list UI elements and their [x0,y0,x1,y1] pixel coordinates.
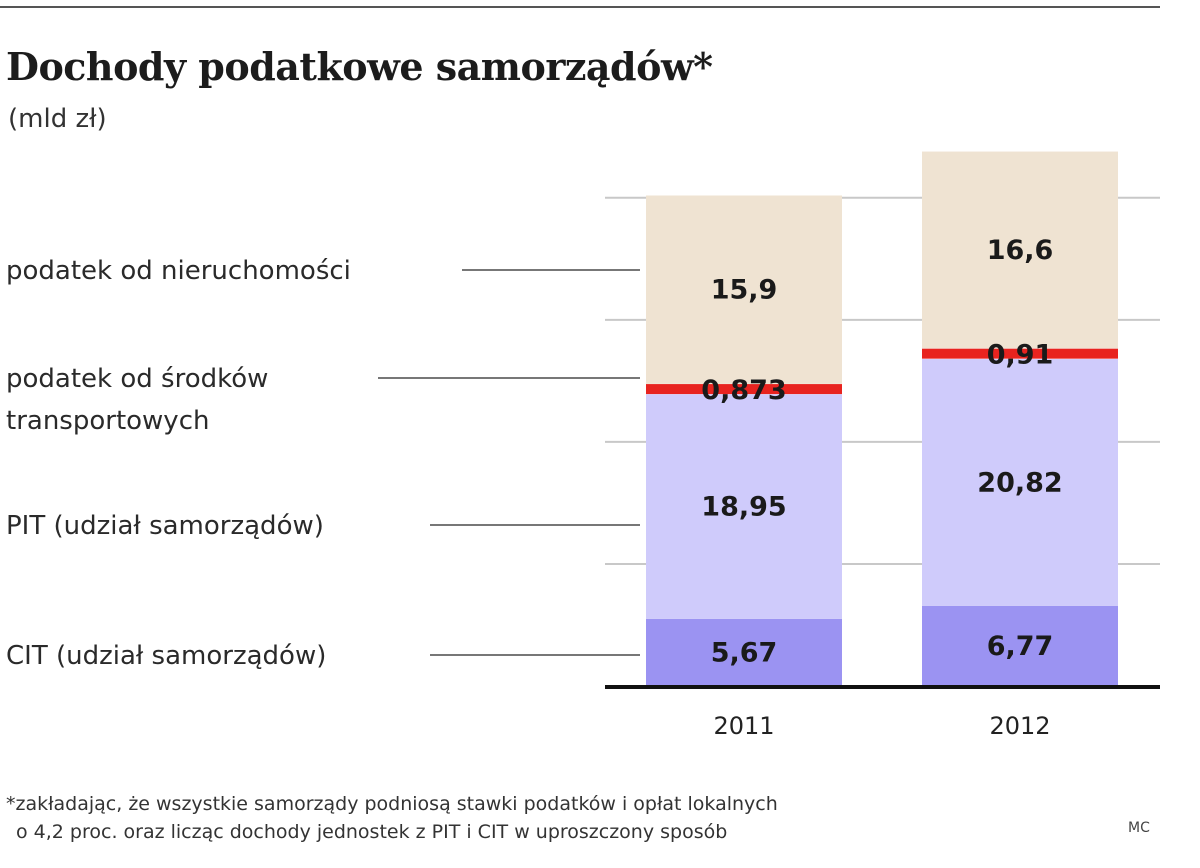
chart-subtitle: (mld zł) [8,104,107,134]
value-label: 18,95 [701,492,786,523]
value-label: 16,6 [987,235,1054,266]
legend: podatek od nieruchomości podatek od środk… [6,256,640,671]
bar-segment [646,618,842,686]
value-labels: 5,67 6,77 18,95 20,82 0,873 0,91 15,9 16,6 [701,235,1062,668]
value-label: 5,67 [711,637,778,668]
bar-segment [646,384,842,395]
chart-title: Dochody podatkowe samorządów* [6,44,713,89]
credit: MC [1128,820,1150,836]
x-tick-label: 2012 [989,712,1050,740]
top-rule [0,6,1160,8]
value-label: 20,82 [977,467,1062,498]
footnote-line: o 4,2 proc. oraz licząc dochody jednoste… [16,821,728,843]
bar-segment [922,359,1118,606]
bar-segment [922,605,1118,686]
legend-label: PIT (udział samorządów) [6,511,324,541]
footnote-line: *zakładając, że wszystkie samorządy podn… [6,793,778,815]
x-tick-label: 2011 [713,712,774,740]
x-axis: 2011 2012 [605,685,1160,740]
value-label: 15,9 [711,275,778,306]
bar-segment [922,151,1118,349]
bars [646,151,1118,686]
footnote: *zakładając, że wszystkie samorządy podn… [6,790,1086,846]
value-label: 6,77 [987,631,1054,662]
legend-label: transportowych [6,406,209,436]
value-label: 0,873 [701,375,786,406]
legend-label: podatek od środków [6,364,268,394]
bar-segment [646,195,842,384]
bar-segment [922,348,1118,359]
legend-label: CIT (udział samorządów) [6,641,326,671]
legend-label: podatek od nieruchomości [6,256,351,286]
value-label: 0,91 [987,340,1054,371]
bar-segment [646,394,842,619]
